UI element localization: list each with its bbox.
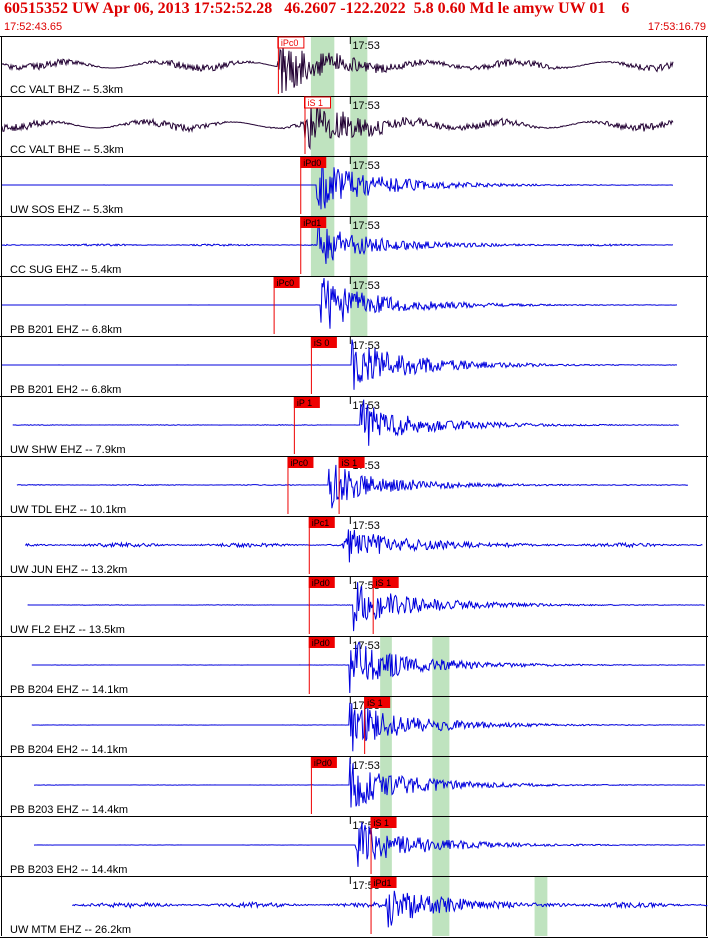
phase-pick-label: iS 1 [342,458,358,468]
phase-pick-flag[interactable] [300,217,327,228]
phase-pick-label: iPc1 [312,518,330,528]
seismogram-panel[interactable]: 17:53 iPc0 CC VALT BHZ -- 5.3km 17:53 iS 1 CC… [0,36,708,938]
phase-pick-label: iPc0 [277,278,295,288]
trace-row[interactable]: 17:53 iP 1 UW SHW EHZ -- 7.9km [0,396,708,456]
waveform [2,339,678,390]
trace-row[interactable]: 17:53 iPd0 PB B203 EHZ -- 14.4km [0,756,708,816]
trace-row[interactable]: 17:53 iPd1 CC SUG EHZ -- 5.4km [0,216,708,276]
station-label: UW FL2 EHZ -- 13.5km [10,624,125,636]
waveform [24,529,703,563]
trace-list: 17:53 iPc0 CC VALT BHZ -- 5.3km 17:53 iS 1 CC… [0,36,708,938]
minute-tick-label: 17:53 [352,520,380,532]
phase-pick-label: iPd0 [314,758,332,768]
phase-pick-flag[interactable] [293,397,320,408]
phase-pick-flag[interactable] [300,157,327,168]
window-end-time: 17:53:16.79 [647,21,706,33]
station-label: PB B204 EH2 -- 14.1km [10,744,127,756]
minute-tick-label: 17:53 [352,40,380,52]
phase-pick-label: iS 0 [314,338,330,348]
station-label: CC SUG EHZ -- 5.4km [10,264,121,276]
station-label: UW SHW EHZ -- 7.9km [10,444,126,456]
phase-pick-flag[interactable] [308,517,335,528]
minute-tick-label: 17:53 [352,100,380,112]
minute-tick-label: 17:53 [352,400,380,412]
phase-pick-label: iS 1 [376,578,392,588]
phase-pick-label: iS 1 [374,818,390,828]
phase-band-s2 [432,636,450,936]
waveform [12,399,679,446]
phase-pick-flag[interactable] [308,637,335,648]
phase-pick-flag[interactable] [273,277,300,288]
waveform [33,822,705,867]
waveform [2,159,673,210]
phase-pick-label: iS 1 [367,698,383,708]
trace-row[interactable]: 17:53 iS 0 PB B201 EH2 -- 6.8km [0,336,708,396]
phase-pick-flag[interactable] [370,877,397,888]
trace-row[interactable]: 17:53 iPc1 UW JUN EHZ -- 13.2km [0,516,708,576]
phase-pick-label: iPc0 [281,38,299,48]
phase-pick-label: iP 1 [297,398,312,408]
station-label: PB B201 EHZ -- 6.8km [10,324,122,336]
event-header: 60515352 UW Apr 06, 2013 17:52:52.28 46.… [0,0,708,36]
station-label: CC VALT BHE -- 5.3km [10,144,124,156]
waveform [1,220,673,264]
minute-tick-label: 17:53 [352,220,380,232]
phase-pick-flag[interactable] [364,697,391,708]
waveform [31,702,705,752]
event-title: 60515352 UW Apr 06, 2013 17:52:52.28 46.… [4,0,630,17]
phase-pick-flag[interactable] [308,577,335,588]
minute-tick-label: 17:53 [352,160,380,172]
station-label: PB B203 EH2 -- 14.4km [10,864,127,876]
station-label: PB B201 EH2 -- 6.8km [10,384,121,396]
trace-row[interactable]: 17:53 iPd0 UW SOS EHZ -- 5.3km [0,156,708,216]
station-label: UW TDL EHZ -- 10.1km [10,504,126,516]
waveform [31,641,705,694]
phase-pick-flag[interactable] [310,337,337,348]
station-label: UW JUN EHZ -- 13.2km [10,564,127,576]
phase-pick-flag[interactable] [338,457,365,468]
phase-band-s [350,36,368,336]
waveform [34,757,705,808]
phase-pick-label: iPc0 [290,458,308,468]
minute-tick-label: 17:53 [352,340,380,352]
phase-pick-flag[interactable] [372,577,399,588]
trace-row[interactable]: 17:53 iS 1 CC VALT BHE -- 5.3km [0,96,708,156]
phase-pick-flag[interactable] [310,757,337,768]
waveform [16,464,688,509]
trace-row[interactable]: 17:53 iPc0 CC VALT BHZ -- 5.3km [0,36,708,96]
phase-pick-label: iS 1 [308,98,324,108]
waveform [1,101,674,151]
station-label: UW SOS EHZ -- 5.3km [10,204,123,216]
phase-band-s3 [534,876,548,936]
phase-pick-label: iPd1 [303,218,321,228]
phase-pick-label: iPd1 [374,878,392,888]
phase-pick-flag[interactable] [370,817,397,828]
window-start-time: 17:52:43.65 [4,21,63,33]
station-label: PB B203 EHZ -- 14.4km [10,804,128,816]
station-label: UW MTM EHZ -- 26.2km [10,924,131,936]
waveform [2,277,678,329]
minute-tick-label: 17:53 [352,280,380,292]
phase-pick-label: iPd0 [303,158,321,168]
trace-row[interactable]: 17:53 iPc0 PB B201 EHZ -- 6.8km [0,276,708,336]
waveform [27,582,705,632]
phase-pick-label: iPd0 [312,638,330,648]
station-label: CC VALT BHZ -- 5.3km [10,84,123,96]
waveform [1,41,674,94]
waveform [72,890,708,928]
phase-pick-flag[interactable] [287,457,314,468]
phase-pick-label: iPd0 [312,578,330,588]
minute-tick-label: 17:53 [352,760,380,772]
station-label: PB B204 EHZ -- 14.1km [10,684,128,696]
